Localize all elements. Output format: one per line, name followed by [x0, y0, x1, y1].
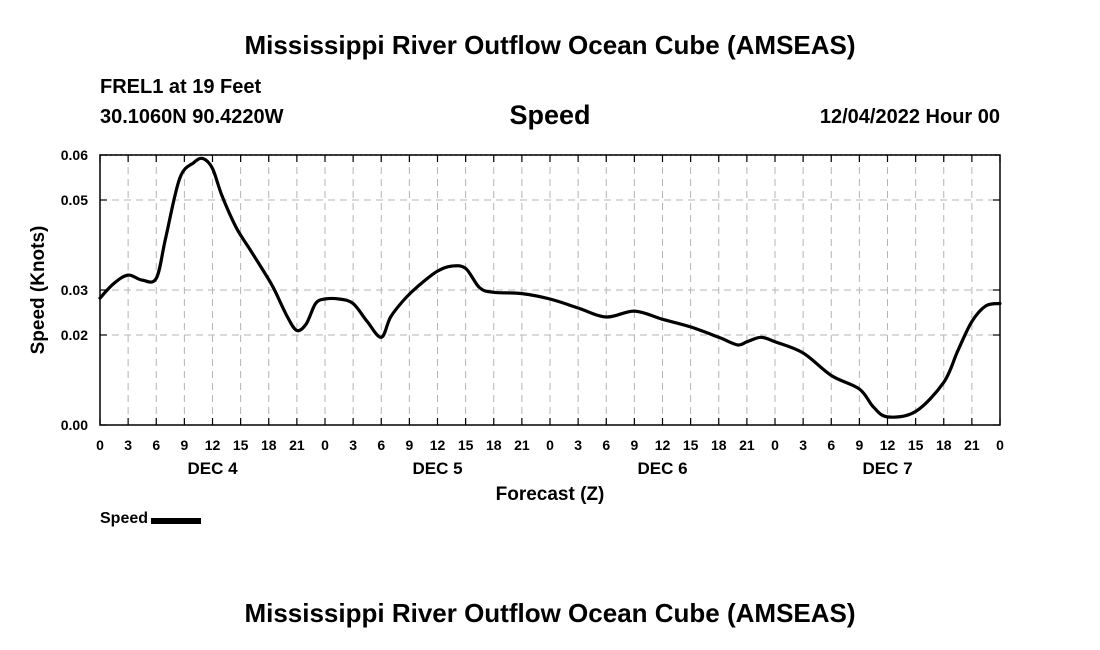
x-tick-label: 0 [546, 437, 554, 453]
x-tick-label: 9 [180, 437, 188, 453]
x-tick-label: 6 [377, 437, 385, 453]
x-tick-label: 21 [964, 437, 980, 453]
y-tick-label: 0.02 [61, 327, 88, 343]
x-tick-label: 3 [574, 437, 582, 453]
x-tick-label: 0 [996, 437, 1004, 453]
x-tick-label: 18 [711, 437, 727, 453]
x-tick-label: 12 [430, 437, 446, 453]
x-tick-label: 18 [261, 437, 277, 453]
x-axis-title: Forecast (Z) [496, 484, 605, 505]
footer-title: Mississippi River Outflow Ocean Cube (AM… [244, 598, 856, 628]
grid-lines [100, 154, 1000, 425]
x-tick-label: 12 [205, 437, 221, 453]
x-tick-label: 6 [602, 437, 610, 453]
y-tick-label: 0.00 [61, 417, 88, 433]
y-tick-label: 0.05 [61, 192, 88, 208]
legend-entry-label: Speed [100, 510, 149, 527]
axis-ticks [99, 154, 1001, 426]
x-tick-label: 6 [152, 437, 160, 453]
day-label: DEC 4 [187, 459, 238, 478]
day-label: DEC 6 [637, 459, 687, 478]
coordinates-label: 30.1060N 90.4220W [100, 106, 284, 128]
x-tick-label: 18 [936, 437, 952, 453]
x-tick-label: 9 [405, 437, 413, 453]
axis-tick-labels: 0 3 6 9 12 15 18 21 0 3 6 9 12 15 18 21 0 3 6 9 12 15 18 21 0 3 6 9… [61, 147, 1004, 478]
legend-line-swatch [151, 517, 202, 524]
x-tick-label: 21 [739, 437, 755, 453]
plot-frame [99, 154, 1001, 426]
chart-subtitle: Speed [509, 100, 591, 130]
day-label: DEC 7 [862, 459, 912, 478]
x-tick-label: 3 [349, 437, 357, 453]
x-tick-label: 12 [880, 437, 896, 453]
x-tick-label: 3 [124, 437, 132, 453]
legend: Speed [100, 510, 202, 528]
station-label: FREL1 at 19 Feet [100, 76, 262, 98]
x-tick-label: 0 [771, 437, 779, 453]
x-tick-label: 15 [908, 437, 924, 453]
day-label: DEC 5 [412, 459, 462, 478]
y-tick-label: 0.06 [61, 147, 88, 163]
x-tick-label: 21 [514, 437, 530, 453]
x-tick-label: 0 [96, 437, 104, 453]
forecast-datetime: 12/04/2022 Hour 00 [819, 106, 1000, 128]
x-tick-label: 15 [458, 437, 474, 453]
x-tick-label: 18 [486, 437, 502, 453]
x-tick-label: 9 [630, 437, 638, 453]
x-tick-label: 3 [799, 437, 807, 453]
x-tick-label: 12 [655, 437, 671, 453]
y-tick-label: 0.03 [61, 282, 88, 298]
y-axis-title: Speed (Knots) [28, 226, 49, 355]
x-tick-label: 6 [827, 437, 835, 453]
x-tick-label: 21 [289, 437, 305, 453]
x-tick-label: 9 [855, 437, 863, 453]
x-tick-label: 15 [683, 437, 699, 453]
speed-series-line [98, 156, 1002, 419]
x-tick-label: 0 [321, 437, 329, 453]
x-tick-label: 15 [233, 437, 249, 453]
main-title: Mississippi River Outflow Ocean Cube (AM… [244, 30, 856, 60]
